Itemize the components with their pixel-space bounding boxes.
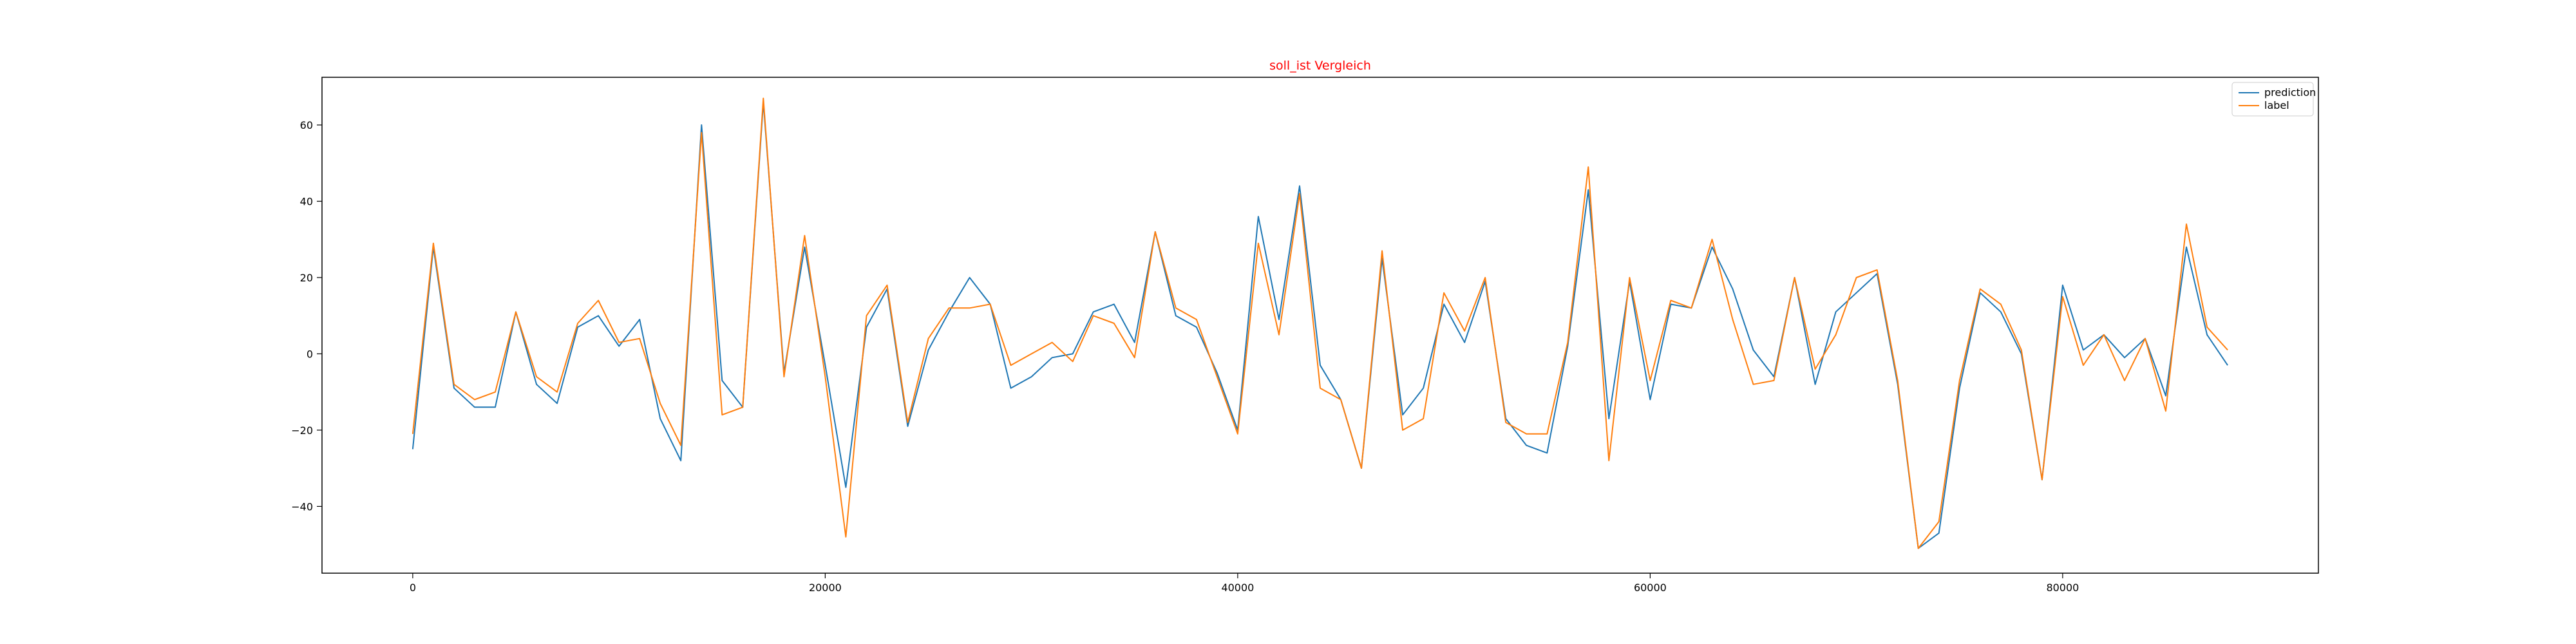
series-line-prediction (412, 101, 2228, 549)
y-axis: −40 −20 0 20 40 60 (291, 119, 322, 513)
legend-label-prediction: prediction (2264, 86, 2316, 99)
x-tick-label: 80000 (2046, 582, 2079, 594)
y-tick-label: −40 (291, 500, 313, 513)
x-axis: 0 20000 40000 60000 80000 (410, 573, 2079, 594)
legend-label-label: label (2264, 99, 2289, 111)
x-tick-label: 0 (410, 582, 416, 594)
series-layer (412, 97, 2228, 549)
y-tick-label: 60 (300, 119, 313, 131)
x-tick-label: 60000 (1634, 582, 1667, 594)
y-tick-label: −20 (291, 424, 313, 437)
y-tick-label: 0 (307, 348, 313, 360)
x-tick-label: 20000 (809, 582, 842, 594)
y-tick-label: 40 (300, 196, 313, 208)
series-line-label (412, 97, 2228, 549)
plot-frame (321, 77, 2319, 574)
y-tick-label: 20 (300, 272, 313, 284)
chart-title: soll_ist Vergleich (1269, 59, 1371, 73)
legend-box (2231, 82, 2314, 117)
x-tick-label: 40000 (1221, 582, 1254, 594)
